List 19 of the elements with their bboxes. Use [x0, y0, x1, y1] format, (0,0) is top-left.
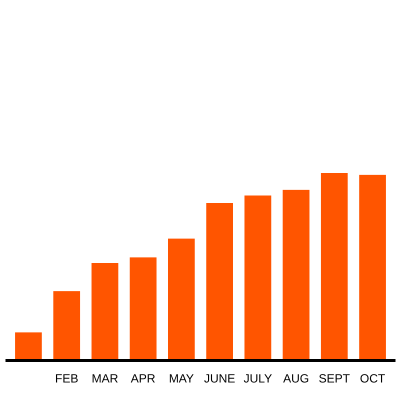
- bar: [359, 174, 386, 360]
- bar: [130, 257, 157, 360]
- bar: [282, 190, 310, 360]
- bar: [168, 238, 195, 360]
- x-tick-label: MAR: [92, 372, 119, 386]
- x-tick-label: FEB: [55, 372, 78, 386]
- x-tick-label: AUG: [283, 372, 310, 386]
- x-tick-label: JUNE: [204, 372, 236, 386]
- bar: [206, 203, 233, 360]
- x-tick-label: APR: [130, 372, 156, 386]
- bar: [244, 196, 272, 360]
- x-tick-label: MAY: [168, 372, 194, 386]
- x-tick-label: JULY: [244, 372, 272, 386]
- bar: [53, 291, 80, 360]
- bar: [320, 173, 348, 360]
- bar: [92, 263, 118, 360]
- x-tick-label: OCT: [360, 372, 386, 386]
- x-tick-label: SEPT: [318, 372, 351, 386]
- bar: [15, 332, 42, 360]
